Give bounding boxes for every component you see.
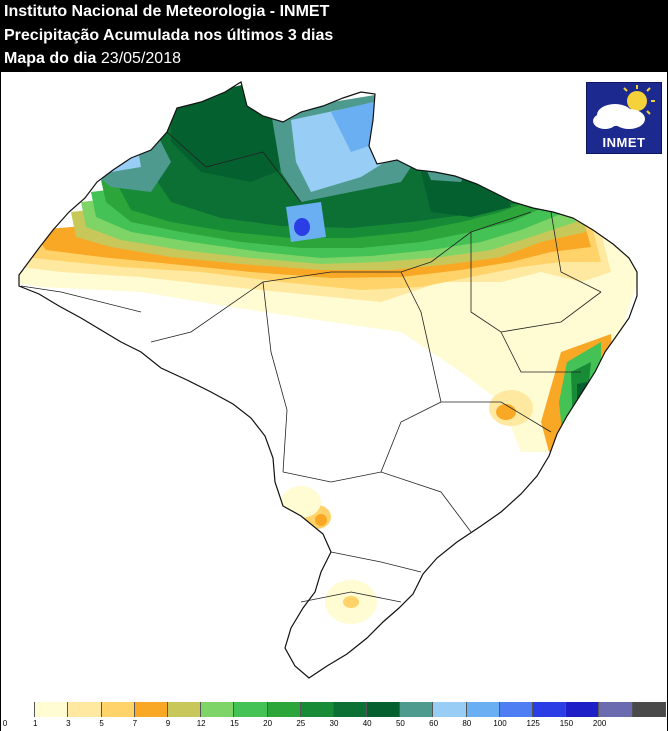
legend-swatch [499, 702, 533, 717]
inmet-logo: INMET [586, 82, 662, 154]
legend-label: 40 [362, 719, 372, 728]
precipitation-field [19, 82, 637, 678]
legend-label: 25 [296, 719, 306, 728]
legend-swatch [35, 702, 69, 717]
legend-label: 125 [526, 719, 540, 728]
legend-label: 20 [263, 719, 273, 728]
map-date-line: Mapa do dia 23/05/2018 [4, 49, 181, 69]
legend-label: 30 [329, 719, 339, 728]
legend-swatch [333, 702, 368, 717]
legend-swatch [134, 702, 168, 717]
legend-swatch [599, 702, 633, 717]
legend-label: 1 [32, 719, 38, 728]
legend-swatch [267, 702, 301, 717]
legend-swatch [433, 702, 467, 717]
legend-label: 60 [429, 719, 439, 728]
legend-labels: 0 1 3 5 7 9 12 15 20 25 30 40 50 60 80 100 125 150 200 [1, 719, 667, 731]
legend-swatch [101, 702, 135, 717]
legend-label: 80 [462, 719, 472, 728]
legend-swatch [2, 702, 36, 717]
legend-label: 200 [592, 719, 607, 728]
legend-swatch [400, 702, 434, 717]
legend-swatch [167, 702, 202, 717]
legend-swatch [533, 702, 567, 717]
map-date-prefix: Mapa do dia [4, 50, 101, 67]
legend-swatch [566, 702, 600, 717]
legend-label: 9 [165, 719, 171, 728]
map-subtitle: Precipitação Acumulada nos últimos 3 dia… [4, 27, 334, 44]
legend-label: 7 [132, 719, 138, 728]
legend-label: 3 [66, 719, 71, 728]
legend-label: 0 [2, 719, 8, 728]
map-date: 23/05/2018 [100, 50, 181, 67]
state-borders [20, 131, 602, 603]
legend-label: 5 [99, 719, 104, 728]
map-header: Instituto Nacional de Meteorologia - INM… [0, 0, 668, 72]
legend-label: 12 [196, 719, 206, 728]
legend-color-bar [2, 702, 666, 717]
legend-swatch [68, 702, 102, 717]
legend-label: 150 [559, 719, 574, 728]
precipitation-map[interactable] [1, 72, 667, 700]
legend-swatch [234, 702, 268, 717]
legend-swatch [466, 702, 500, 717]
logo-text: INMET [602, 135, 646, 150]
precipitation-legend: 0 1 3 5 7 9 12 15 20 25 30 40 50 60 80 100 125 150 200 [1, 700, 667, 731]
legend-label: 100 [493, 719, 507, 728]
cloud-sun-icon [593, 85, 655, 129]
legend-swatch [300, 702, 334, 717]
legend-swatch [201, 702, 235, 717]
legend-label: 15 [229, 719, 239, 728]
institute-title: Instituto Nacional de Meteorologia - INM… [4, 3, 330, 20]
legend-swatch [367, 702, 401, 717]
legend-label: 50 [395, 719, 405, 728]
legend-swatch [632, 702, 666, 717]
